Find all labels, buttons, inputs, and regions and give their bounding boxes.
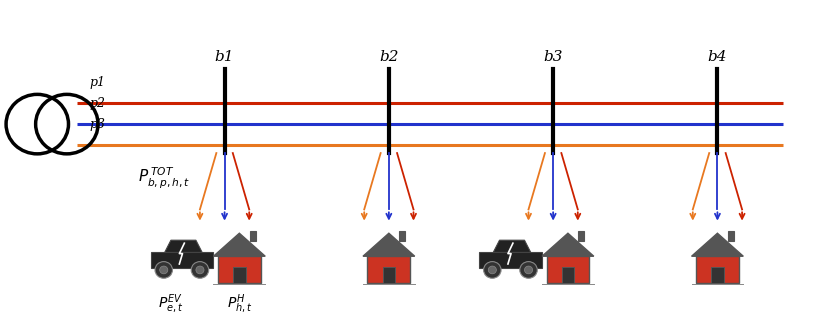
Polygon shape — [363, 233, 414, 256]
Bar — [151, 252, 213, 268]
Text: b3: b3 — [543, 50, 563, 64]
Polygon shape — [213, 233, 265, 256]
Circle shape — [488, 266, 496, 274]
Text: b4: b4 — [708, 50, 727, 64]
Bar — [578, 231, 585, 241]
Circle shape — [484, 262, 501, 278]
Circle shape — [155, 262, 173, 278]
Text: p3: p3 — [89, 118, 105, 131]
Circle shape — [520, 262, 538, 278]
Bar — [728, 231, 734, 241]
Text: $P_{b,p,h,t}^{\,TOT}$: $P_{b,p,h,t}^{\,TOT}$ — [138, 166, 191, 191]
Text: $P_{h,t}^{H}$: $P_{h,t}^{H}$ — [227, 292, 252, 316]
Bar — [218, 256, 261, 283]
Polygon shape — [165, 240, 202, 252]
Text: p1: p1 — [89, 76, 105, 89]
Text: b2: b2 — [379, 50, 399, 64]
Circle shape — [191, 262, 208, 278]
Bar — [399, 231, 405, 241]
Circle shape — [160, 266, 168, 274]
Bar — [233, 267, 246, 283]
Polygon shape — [691, 233, 743, 256]
Bar — [562, 267, 574, 283]
Bar — [383, 267, 395, 283]
Text: b1: b1 — [215, 50, 234, 64]
Bar — [250, 231, 256, 241]
Circle shape — [524, 266, 533, 274]
Polygon shape — [493, 240, 531, 252]
Text: $P_{e,t}^{EV}$: $P_{e,t}^{EV}$ — [159, 292, 184, 316]
Bar — [711, 267, 724, 283]
Bar — [696, 256, 739, 283]
Text: p2: p2 — [89, 97, 105, 110]
Polygon shape — [542, 233, 594, 256]
Circle shape — [196, 266, 204, 274]
Bar — [547, 256, 590, 283]
Bar — [479, 252, 542, 268]
Bar — [367, 256, 410, 283]
